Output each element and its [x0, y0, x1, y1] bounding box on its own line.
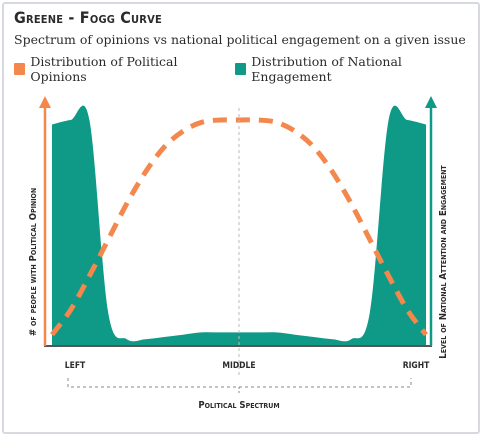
chart-title: Greene - Fogg Curve: [14, 8, 162, 27]
y-axis-title-left: # of people with Political Opinion: [28, 188, 39, 336]
left-axis-arrow: [39, 96, 51, 108]
x-tick-left: LEFT: [65, 361, 86, 371]
x-tick-right: RIGHT: [403, 361, 430, 371]
plot-area: [39, 96, 437, 378]
x-axis-bracket: [67, 378, 412, 388]
legend-label-opinions: Distribution of Political Opinions: [30, 54, 178, 84]
legend-item-opinions: Distribution of Political Opinions: [14, 54, 227, 84]
legend-item-engagement: Distribution of National Engagement: [234, 54, 474, 84]
legend-swatch-opinions: [14, 63, 26, 75]
legend-label-engagement: Distribution of National Engagement: [251, 54, 402, 84]
x-ticks: LEFT MIDDLE RIGHT: [65, 361, 430, 371]
chart-subtitle: Spectrum of opinions vs national politic…: [14, 32, 466, 47]
right-axis-arrow: [425, 96, 437, 108]
legend: Distribution of Political Opinions Distr…: [14, 54, 482, 84]
y-axis-title-right: Level of National Attention and Engageme…: [438, 165, 449, 359]
x-axis-title: Political Spectrum: [198, 400, 279, 411]
legend-swatch-engagement: [234, 63, 247, 75]
engagement-area: [52, 105, 426, 346]
x-tick-middle: MIDDLE: [222, 361, 255, 371]
